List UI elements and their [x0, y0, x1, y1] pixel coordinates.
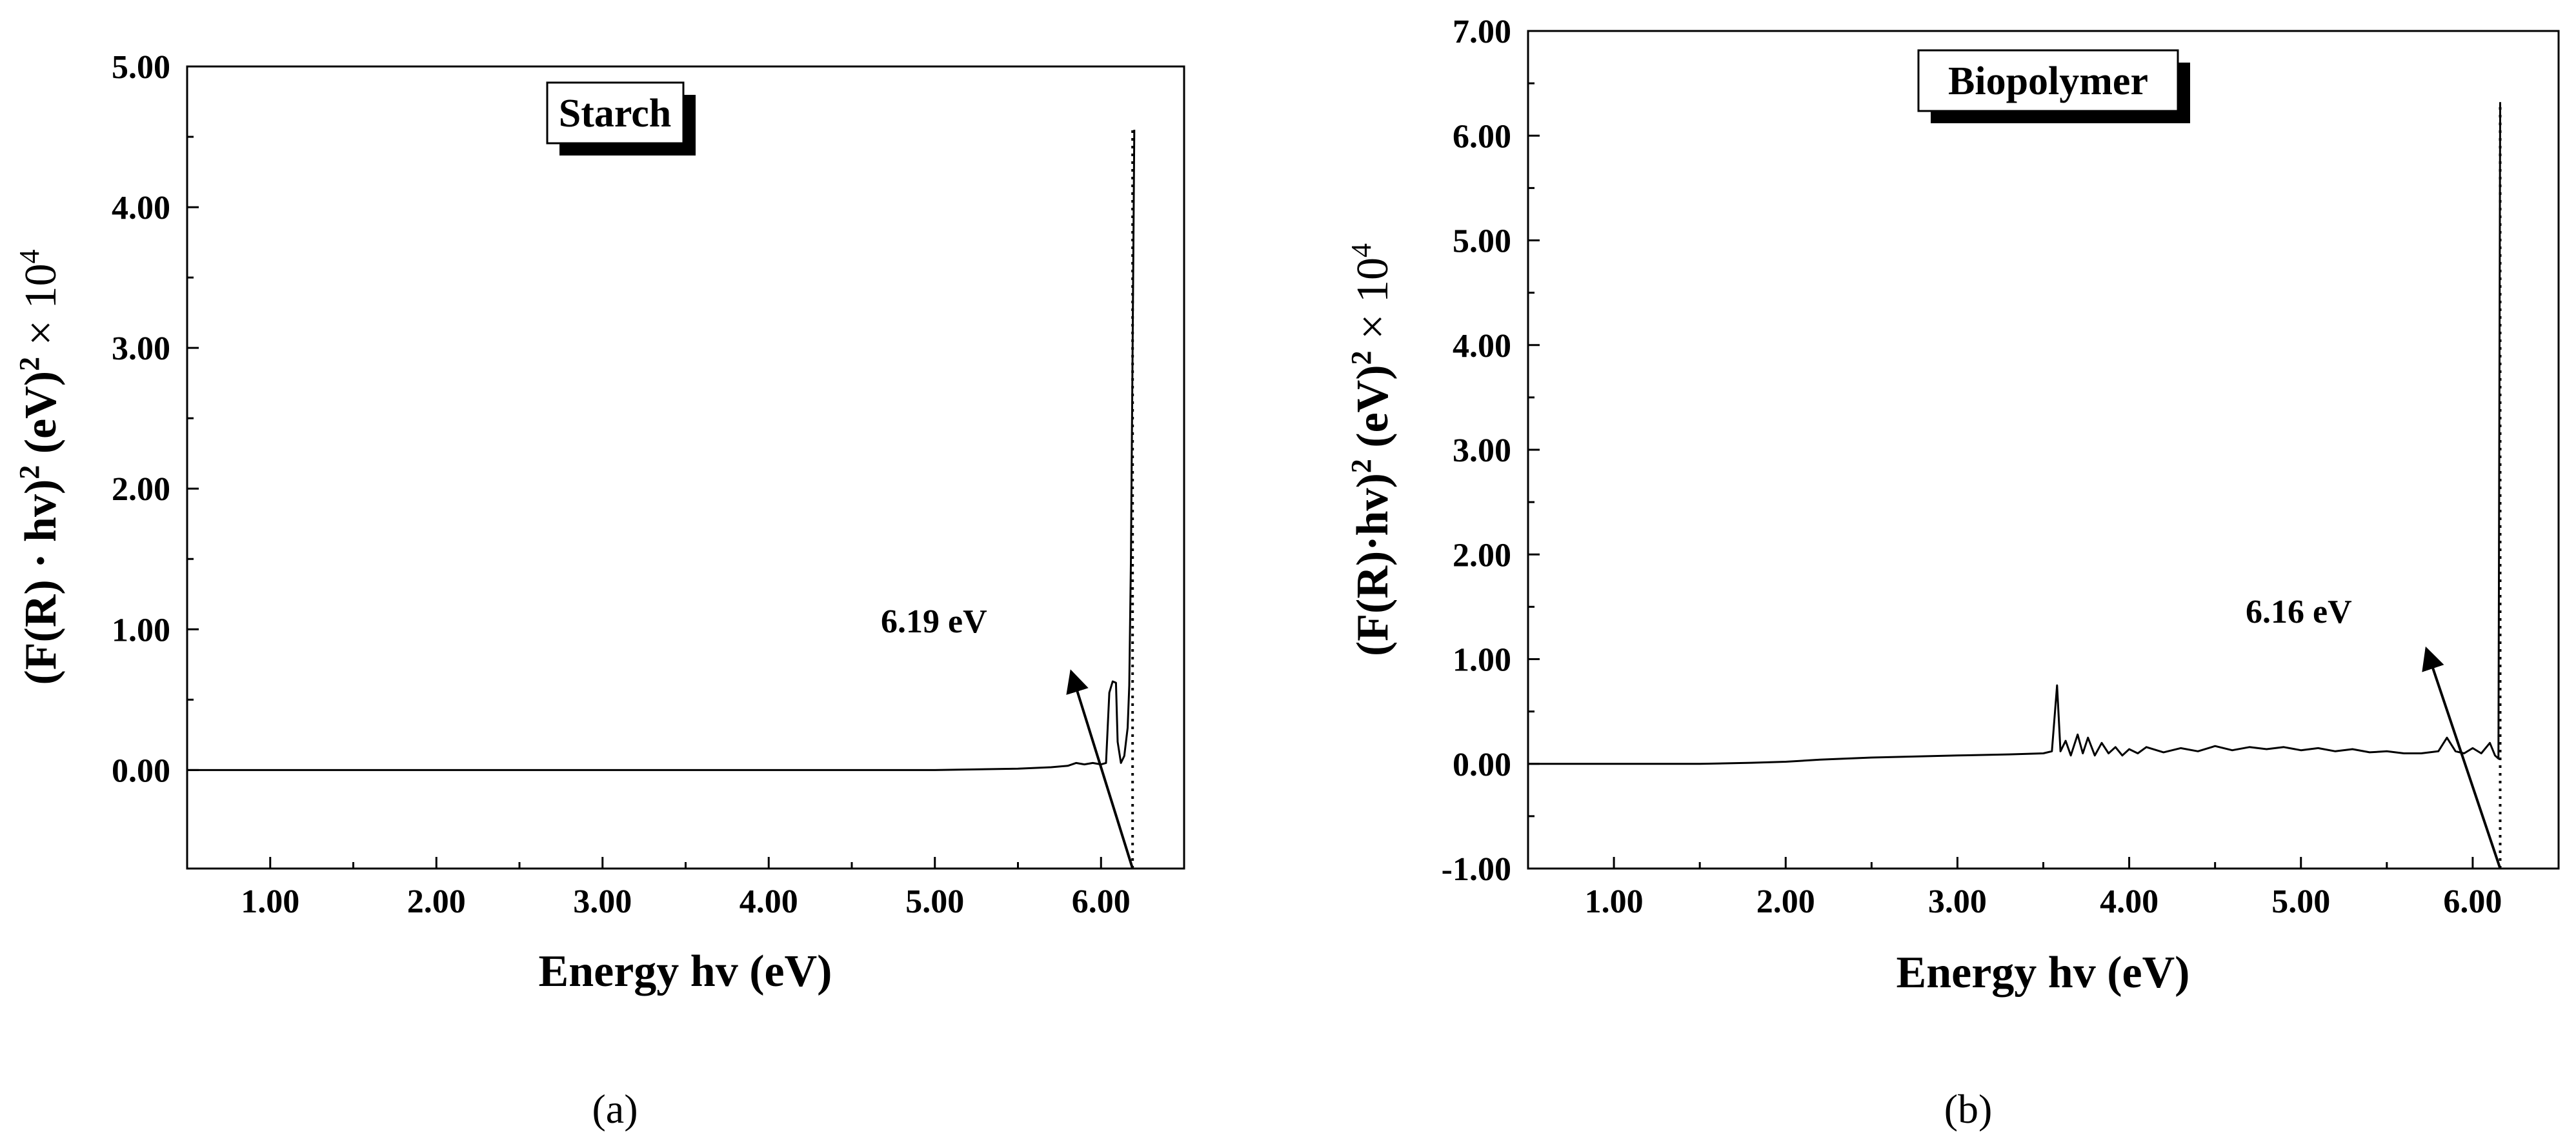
panel-caption: (b): [1944, 1086, 1993, 1132]
panel-title-box: Starch: [546, 81, 696, 156]
y-tick-label: 1.00: [1453, 642, 1511, 679]
tick-labels: 1.00 2.00 3.00 4.00 5.00 6.00 0.00 1.00 2.00 3.00…: [112, 49, 1131, 920]
panel-title: Starch: [559, 92, 672, 136]
y-tick-label: 7.00: [1453, 14, 1511, 50]
band-gap-arrow: [1066, 669, 1134, 869]
plot-frame: [1527, 30, 2560, 870]
x-tick-label: 4.00: [740, 883, 798, 920]
x-tick-label: 2.00: [1756, 883, 1815, 920]
y-tick-label: 0.00: [1453, 747, 1511, 783]
panel-title: Biopolymer: [1948, 59, 2148, 103]
y-tick-label: 4.00: [1453, 328, 1511, 365]
y-tick-label: 1.00: [112, 612, 170, 648]
y-tick-label: 6.00: [1453, 118, 1511, 155]
y-tick-label: 0.00: [112, 752, 170, 789]
x-tick-label: 3.00: [1928, 883, 1987, 920]
band-gap-arrow: [2422, 646, 2502, 869]
x-axis-title: Energy hv (eV): [1897, 948, 2190, 998]
plot-frame: [186, 65, 1185, 870]
data-series: [1528, 102, 2502, 869]
chart-panel-starch: 1.00 2.00 3.00 4.00 5.00 6.00 0.00 1.00 2.00 3.00…: [14, 49, 1185, 1132]
y-axis-title: (F(R) · hv)2 (eV)2 × 104: [14, 249, 66, 685]
axis-ticks: [187, 65, 1102, 869]
x-tick-label: 5.00: [905, 883, 964, 920]
x-tick-label: 2.00: [407, 883, 466, 920]
x-tick-label: 4.00: [2100, 883, 2158, 920]
x-tick-label: 1.00: [1585, 883, 1644, 920]
chart-panel-biopolymer: 1.00 2.00 3.00 4.00 5.00 6.00 -1.00 0.00 1.00 2.0…: [1345, 14, 2560, 1132]
y-tick-label: 5.00: [1453, 223, 1511, 260]
x-tick-label: 6.00: [1072, 883, 1131, 920]
data-series: [187, 130, 1136, 869]
x-axis-title: Energy hv (eV): [539, 947, 832, 996]
y-tick-label: 5.00: [112, 49, 170, 86]
y-tick-label: 2.00: [112, 471, 170, 508]
x-tick-label: 1.00: [241, 883, 299, 920]
y-tick-label: 2.00: [1453, 537, 1511, 574]
series-line: [1528, 102, 2501, 765]
x-tick-label: 3.00: [573, 883, 632, 920]
band-gap-label: 6.16 eV: [2246, 594, 2352, 630]
x-tick-label: 6.00: [2443, 883, 2502, 920]
y-tick-label: 3.00: [112, 330, 170, 367]
y-axis-title: (F(R)·hv)2 (eV)2 × 104: [1345, 243, 1398, 656]
panel-caption: (a): [592, 1086, 638, 1132]
x-tick-label: 5.00: [2271, 883, 2330, 920]
y-tick-label: -1.00: [1442, 851, 1511, 888]
band-gap-label: 6.19 eV: [881, 603, 987, 640]
axis-ticks: [1528, 30, 2474, 870]
y-tick-label: 3.00: [1453, 432, 1511, 469]
tick-labels: 1.00 2.00 3.00 4.00 5.00 6.00 -1.00 0.00 1.00 2.0…: [1442, 14, 2502, 920]
series-line: [187, 130, 1136, 771]
panel-title-box: Biopolymer: [1917, 49, 2190, 123]
y-tick-label: 4.00: [112, 190, 170, 226]
